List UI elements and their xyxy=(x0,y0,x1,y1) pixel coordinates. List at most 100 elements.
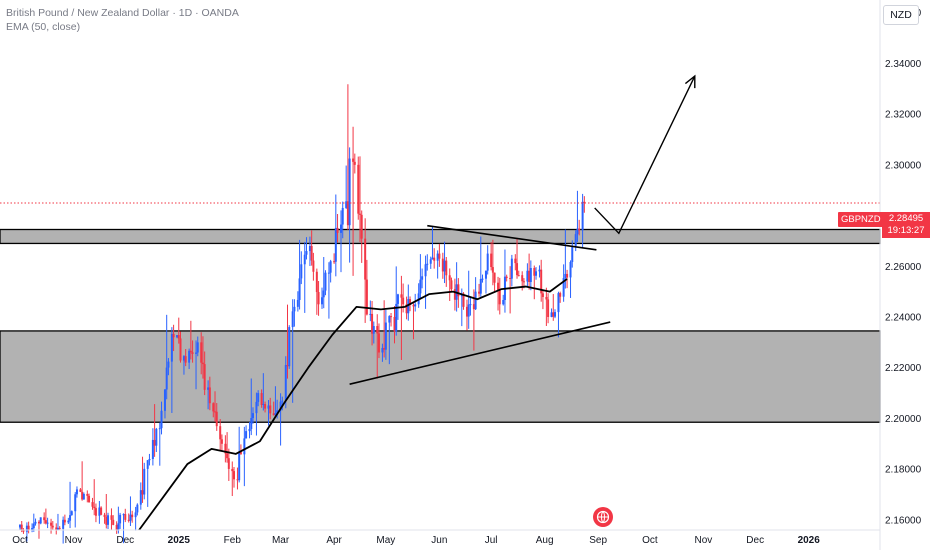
candle-body xyxy=(486,253,489,271)
sr-zone[interactable] xyxy=(0,330,881,423)
ema-layer xyxy=(138,278,568,531)
y-tick-label: 2.32000 xyxy=(885,110,922,121)
candle-body xyxy=(255,401,258,414)
candle-body xyxy=(88,495,91,503)
candle-body xyxy=(557,293,560,313)
candle-body xyxy=(552,312,555,317)
x-tick-label: Aug xyxy=(536,535,554,546)
x-tick-label: Mar xyxy=(272,535,290,546)
candle-body xyxy=(43,517,46,521)
candle-body xyxy=(136,504,139,513)
candle-body xyxy=(505,276,508,279)
candle-body xyxy=(158,428,161,430)
candle-body xyxy=(286,365,289,367)
sr-zones xyxy=(0,228,881,423)
candle-body xyxy=(419,279,422,294)
candle-body xyxy=(131,514,134,518)
candle-body xyxy=(312,260,315,272)
candle-body xyxy=(110,515,113,520)
candle-body xyxy=(412,304,415,307)
candle-body xyxy=(153,439,156,446)
trendline[interactable] xyxy=(427,224,597,251)
candle-body xyxy=(215,411,218,427)
currency-button[interactable]: NZD xyxy=(883,5,919,25)
candle-body xyxy=(50,522,53,526)
candle-body xyxy=(262,404,265,406)
candle-body xyxy=(51,525,54,528)
candle-body xyxy=(405,304,408,314)
candle-body xyxy=(167,361,170,368)
candle-body xyxy=(441,258,444,272)
candle-body xyxy=(436,253,439,261)
candle-body xyxy=(348,158,351,226)
candle-body xyxy=(267,405,270,409)
candle-body xyxy=(20,524,23,530)
trendline[interactable] xyxy=(349,321,611,385)
candle-body xyxy=(445,260,448,276)
candle-body xyxy=(75,489,78,495)
x-tick-label: 2026 xyxy=(798,535,821,546)
candle-body xyxy=(538,269,541,272)
candle-body xyxy=(574,234,577,246)
ema50-line[interactable] xyxy=(138,278,568,531)
candle-body xyxy=(34,521,37,524)
candle-body xyxy=(516,263,519,276)
candle-body xyxy=(334,227,337,262)
candle-body xyxy=(191,352,194,354)
x-tick-label: Feb xyxy=(224,535,242,546)
candle-body xyxy=(438,253,441,259)
candle-body xyxy=(293,306,296,312)
candle-body xyxy=(27,525,30,530)
candle-body xyxy=(98,507,101,516)
candle-body xyxy=(400,294,403,298)
candle-body xyxy=(189,350,192,353)
sr-zone[interactable] xyxy=(0,228,881,245)
candle-body xyxy=(238,451,241,481)
candle-body xyxy=(353,161,356,165)
candle-body xyxy=(219,426,222,440)
candle-body xyxy=(465,306,468,317)
candle-body xyxy=(236,479,239,481)
tradingview-logo-icon[interactable] xyxy=(593,507,613,527)
drawings xyxy=(0,74,880,385)
candle-body xyxy=(117,523,120,531)
candle-body xyxy=(315,271,318,293)
candle-body xyxy=(429,259,432,264)
candle-body xyxy=(329,261,332,273)
candle-body xyxy=(462,293,465,307)
x-tick-label: Nov xyxy=(695,535,713,546)
candle-body xyxy=(63,519,66,523)
candle-body xyxy=(407,299,410,314)
candle-body xyxy=(276,410,279,414)
candle-body xyxy=(469,304,472,306)
candle-body xyxy=(559,293,562,297)
candle-body xyxy=(67,520,70,523)
candle-body xyxy=(272,413,275,416)
candle-body xyxy=(214,411,217,413)
candle-body xyxy=(502,300,505,305)
candle-body xyxy=(69,515,72,521)
indicator-label: EMA (50, close) xyxy=(6,21,81,33)
x-tick-label: Sep xyxy=(589,535,607,546)
candle-body xyxy=(62,519,65,529)
candle-body xyxy=(514,258,517,264)
candle-body xyxy=(522,281,525,283)
projection-path[interactable] xyxy=(594,75,696,235)
candle-body xyxy=(291,311,294,328)
candle-body xyxy=(322,290,325,298)
candle-body xyxy=(498,290,501,305)
candle-body xyxy=(479,278,482,294)
candle-body xyxy=(443,260,446,272)
candle-body xyxy=(58,527,61,529)
candle-body xyxy=(284,365,287,401)
candle-body xyxy=(160,410,163,429)
candle-body xyxy=(37,521,40,524)
candle-body xyxy=(433,257,436,261)
candle-body xyxy=(396,294,399,304)
candle-body xyxy=(550,312,553,317)
candle-body xyxy=(201,362,204,365)
y-tick-label: 2.20000 xyxy=(885,414,922,425)
x-tick-label: Dec xyxy=(116,535,134,546)
